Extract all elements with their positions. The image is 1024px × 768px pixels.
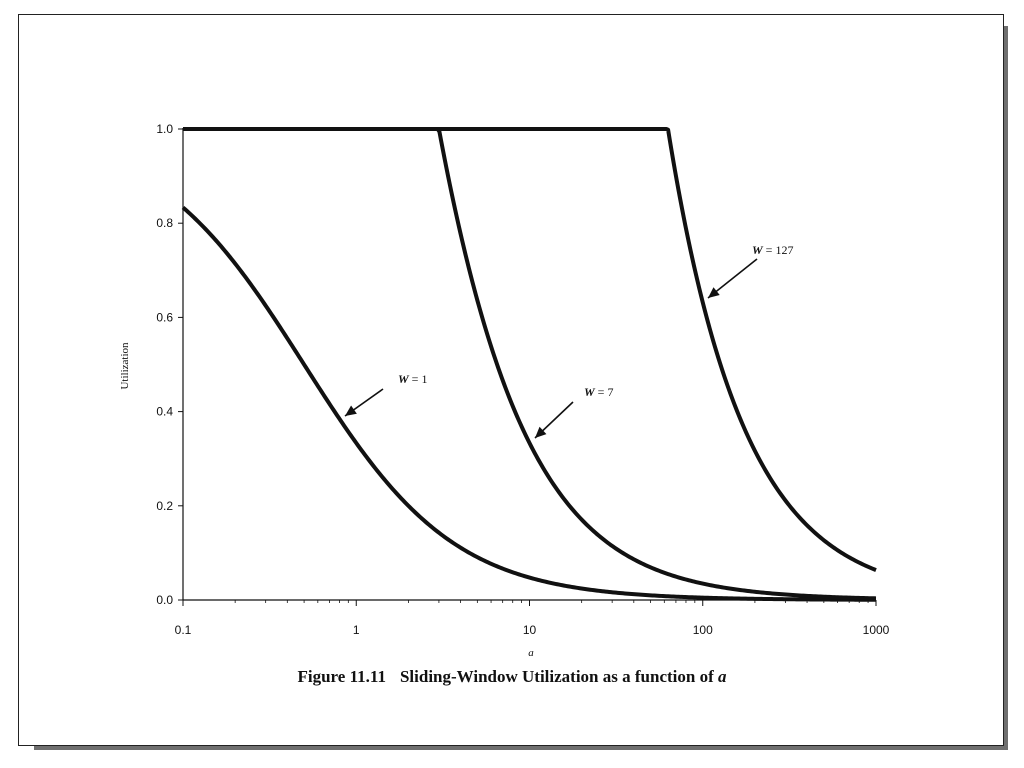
figure-frame [18, 14, 1004, 746]
y-tick-label: 0.8 [156, 216, 173, 230]
x-axis-label: a [528, 647, 534, 659]
x-tick-label: 0.1 [175, 623, 192, 637]
figure-caption: Figure 11.11 Sliding-Window Utilization a… [0, 667, 1024, 687]
series-line-w127 [182, 127, 877, 572]
y-tick-label: 1.0 [156, 122, 173, 136]
x-tick-label: 100 [693, 623, 713, 637]
series-line-w7 [182, 127, 877, 601]
x-tick-label: 10 [523, 623, 537, 637]
y-tick-label: 0.6 [156, 310, 173, 324]
annotation-arrowhead [345, 405, 357, 416]
x-tick-label: 1000 [863, 623, 890, 637]
annotation-arrowhead [535, 426, 547, 438]
x-tick-label: 1 [353, 623, 360, 637]
y-tick-label: 0.4 [156, 405, 173, 419]
y-tick-label: 0.0 [156, 593, 173, 607]
annotation-label: W = 127 [752, 243, 793, 257]
annotation-arrowhead [708, 287, 720, 298]
y-axis-label: Utilization [119, 342, 131, 390]
annotations: W = 1 W = 7 W = 127 [344, 243, 793, 439]
curves [181, 127, 877, 602]
axes: 0.0 0.2 0.4 0.6 0.8 1.0 0.1 1 10 100 1000 [156, 122, 889, 637]
annotation-label: W = 7 [584, 385, 613, 399]
y-tick-label: 0.2 [156, 499, 173, 513]
caption-number: Figure 11.11 [297, 667, 386, 686]
annotation-label: W = 1 [398, 372, 427, 386]
series-line-w1 [181, 205, 877, 602]
caption-variable: a [718, 667, 727, 686]
caption-text: Sliding-Window Utilization as a function… [399, 667, 718, 686]
